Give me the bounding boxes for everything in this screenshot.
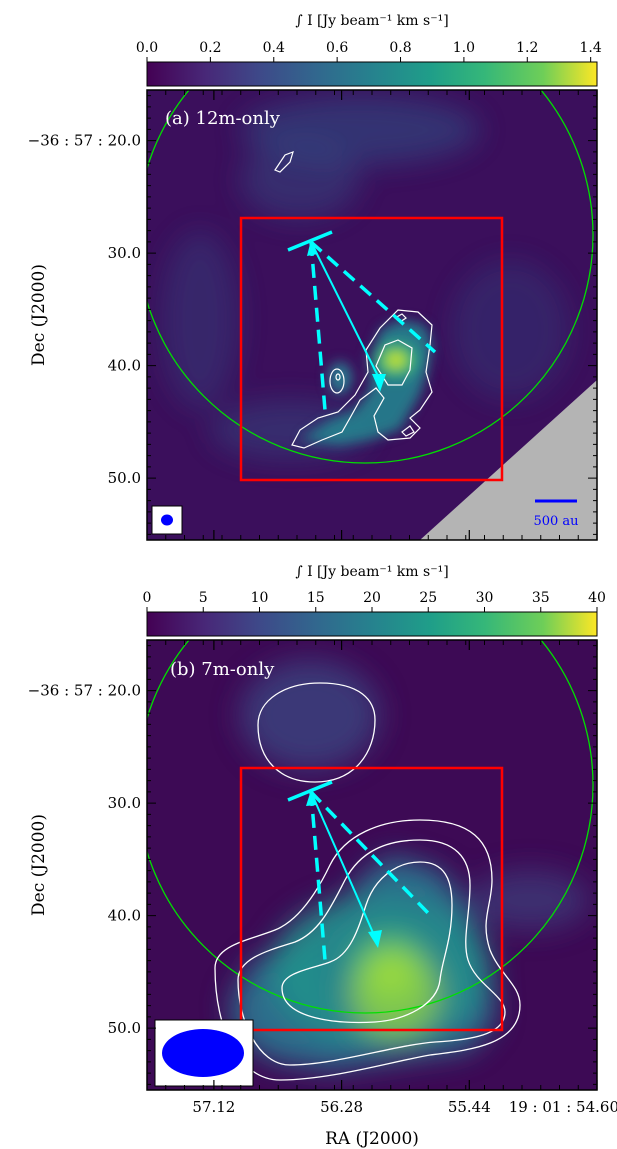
colorbar-tick-label: 40: [588, 590, 606, 606]
colorbar-tick-label: 1.0: [453, 40, 475, 56]
heatmap-a: 500 au: [147, 90, 597, 540]
colorbar-a-bar: [146, 61, 598, 87]
colorbar-tick-label: 30: [476, 590, 494, 606]
heatmap-b: [147, 640, 597, 1090]
beam-b: [154, 1019, 254, 1087]
colorbar-tick-label: 1.2: [516, 40, 538, 56]
xtick-label: 56.28: [320, 1098, 363, 1116]
ytick-label: 50.0: [108, 1019, 141, 1037]
ytick-label: 40.0: [108, 357, 141, 375]
primary-beam-circle-b: [147, 640, 594, 1014]
ytick-label: 30.0: [108, 244, 141, 262]
ylabel-a: Dec (J2000): [29, 264, 49, 366]
ytick-label: 50.0: [108, 469, 141, 487]
ytick-label: −36 : 57 : 20.0: [28, 132, 141, 150]
colorbar-tick-label: 0.2: [199, 40, 221, 56]
outflow-arrows-b: [287, 780, 432, 961]
xticks-b: 57.12 56.28 55.44 19 : 01 : 54.60: [146, 640, 617, 1116]
scalebar-a: 500 au: [533, 499, 579, 529]
xlabel-b: RA (J2000): [325, 1129, 419, 1149]
colorbar-tick-label: 5: [199, 590, 208, 606]
xtick-label: 57.12: [192, 1098, 235, 1116]
colorbar-b-ticks: 0 5 10 15 20 25 30 35 40: [143, 590, 606, 612]
ytick-label: 40.0: [108, 907, 141, 925]
colorbar-tick-label: 0.6: [326, 40, 348, 56]
colorbar-tick-label: 1.4: [580, 40, 602, 56]
colorbar-tick-label: 10: [251, 590, 269, 606]
colorbar-tick-label: 0.8: [389, 40, 411, 56]
xtick-label: 19 : 01 : 54.60: [509, 1098, 617, 1116]
ytick-label: −36 : 57 : 20.0: [28, 682, 141, 700]
colorbar-tick-label: 0.0: [136, 40, 158, 56]
contours-b: [214, 682, 521, 1081]
panel-a-label: (a) 12m-only: [165, 108, 281, 129]
panel-b: ∫ I [Jy beam⁻¹ km s⁻¹] 0 5 10 15 20 25 30 35 40: [28, 564, 617, 1149]
colorbar-b-bar: [146, 611, 598, 637]
colorbar-tick-label: 0: [143, 590, 152, 606]
colorbar-a-label: ∫ I [Jy beam⁻¹ km s⁻¹]: [295, 13, 448, 29]
colorbar-b-label: ∫ I [Jy beam⁻¹ km s⁻¹]: [295, 564, 448, 580]
colorbar-a: ∫ I [Jy beam⁻¹ km s⁻¹] 0.0 0.2 0.4 0.6 0.8 1.…: [136, 13, 602, 87]
scalebar-a-label: 500 au: [533, 514, 578, 529]
colorbar-b: ∫ I [Jy beam⁻¹ km s⁻¹] 0 5 10 15 20 25 30 35 40: [143, 564, 606, 637]
colorbar-a-ticks: 0.0 0.2 0.4 0.6 0.8 1.0 1.2 1.4: [136, 40, 602, 62]
yticks-b: −36 : 57 : 20.0 30.0 40.0 50.0: [28, 645, 597, 1085]
region-box-a: [239, 216, 504, 482]
colorbar-tick-label: 15: [307, 590, 325, 606]
yticks-a: −36 : 57 : 20.0 30.0 40.0 50.0: [28, 95, 597, 535]
beam-a: [151, 505, 183, 535]
colorbar-tick-label: 35: [532, 590, 550, 606]
primary-beam-circle-a: [147, 90, 594, 464]
panel-a: ∫ I [Jy beam⁻¹ km s⁻¹] 0.0 0.2 0.4 0.6 0.8 1.…: [28, 13, 602, 541]
xtick-label: 55.44: [448, 1098, 491, 1116]
outflow-arrows-a: [287, 230, 437, 411]
colorbar-tick-label: 20: [363, 590, 381, 606]
colorbar-tick-label: 25: [419, 590, 437, 606]
xticks-a: [146, 90, 598, 540]
ylabel-b: Dec (J2000): [29, 814, 49, 916]
colorbar-tick-label: 0.4: [263, 40, 285, 56]
panel-b-label: (b) 7m-only: [170, 659, 275, 680]
region-box-b: [239, 766, 504, 1032]
ytick-label: 30.0: [108, 794, 141, 812]
